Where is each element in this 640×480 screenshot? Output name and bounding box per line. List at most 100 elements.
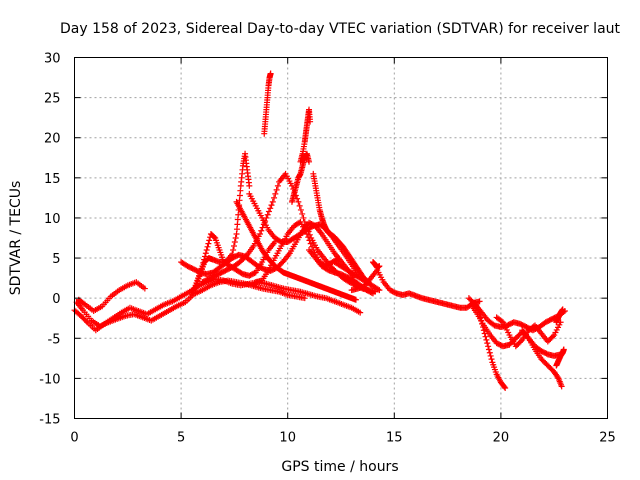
series-track-8 bbox=[233, 198, 359, 303]
series-track-3 bbox=[75, 279, 148, 315]
data-point bbox=[376, 287, 383, 294]
data-point bbox=[274, 182, 281, 189]
x-tick-label: 25 bbox=[599, 431, 616, 446]
data-point bbox=[272, 190, 279, 197]
data-point bbox=[307, 118, 314, 125]
y-tick-label: 0 bbox=[52, 292, 60, 307]
series-track-23 bbox=[493, 314, 564, 350]
data-point bbox=[517, 338, 524, 345]
data-point bbox=[200, 259, 207, 266]
data-point bbox=[230, 247, 237, 254]
data-point bbox=[202, 250, 209, 257]
series-track-25 bbox=[553, 306, 566, 326]
x-tick-label: 15 bbox=[386, 431, 403, 446]
data-point bbox=[476, 298, 483, 305]
grid bbox=[74, 57, 608, 419]
data-point bbox=[201, 256, 208, 263]
data-point bbox=[204, 243, 211, 250]
data-point bbox=[211, 234, 218, 241]
data-point bbox=[201, 253, 208, 260]
data-point bbox=[300, 214, 307, 221]
x-tick-label: 0 bbox=[70, 431, 78, 446]
data-point bbox=[206, 237, 213, 244]
plot-frame bbox=[74, 57, 608, 419]
data-point bbox=[488, 356, 495, 363]
data-point bbox=[297, 206, 304, 213]
x-tick-label: 10 bbox=[279, 431, 296, 446]
data-point bbox=[242, 253, 249, 260]
y-tick-label: 5 bbox=[52, 252, 60, 267]
data-point bbox=[295, 198, 302, 205]
data-point bbox=[558, 383, 565, 390]
data-point bbox=[303, 230, 310, 237]
data-point bbox=[309, 243, 316, 250]
data-point bbox=[368, 289, 375, 296]
data-point bbox=[306, 237, 313, 244]
data-point bbox=[267, 70, 274, 77]
data-point bbox=[256, 230, 263, 237]
data-point bbox=[487, 352, 494, 359]
y-tick-label: 30 bbox=[44, 52, 61, 67]
data-point bbox=[485, 346, 492, 353]
series-track-13 bbox=[288, 150, 313, 205]
axis-ticks: 0 5 10 15 20 25 -15 -10 -5 0 5 10 15 20 25 30 bbox=[39, 52, 616, 446]
y-axis-label: SDTVAR / TECUs bbox=[8, 181, 24, 296]
data-point bbox=[335, 255, 342, 262]
data-point bbox=[357, 309, 364, 316]
x-tick-label: 5 bbox=[177, 431, 185, 446]
data-point bbox=[268, 202, 275, 209]
data-point bbox=[306, 158, 313, 165]
series-track-11 bbox=[261, 70, 274, 137]
data-point bbox=[231, 239, 238, 246]
data-point bbox=[549, 333, 556, 340]
series-track-16 bbox=[331, 259, 383, 294]
data-point bbox=[502, 385, 509, 392]
data-point bbox=[305, 234, 312, 241]
x-tick-label: 20 bbox=[493, 431, 510, 446]
series-track-22 bbox=[519, 327, 565, 390]
data-point bbox=[482, 333, 489, 340]
data-point bbox=[230, 243, 237, 250]
data-point bbox=[83, 317, 90, 324]
chart-title: Day 158 of 2023, Sidereal Day-to-day VTE… bbox=[60, 21, 621, 37]
data-point bbox=[486, 349, 493, 356]
data-point bbox=[199, 263, 206, 270]
data-point bbox=[375, 286, 382, 293]
y-tick-label: 15 bbox=[44, 172, 61, 187]
data-point bbox=[485, 343, 492, 350]
data-point bbox=[273, 186, 280, 193]
data-point bbox=[141, 285, 148, 292]
data-point bbox=[264, 211, 271, 218]
data-point bbox=[484, 340, 491, 347]
data-points bbox=[71, 70, 568, 392]
data-point bbox=[376, 263, 383, 270]
y-tick-label: -10 bbox=[39, 372, 60, 387]
data-point bbox=[203, 247, 210, 254]
data-point bbox=[267, 205, 274, 212]
data-point bbox=[296, 202, 303, 209]
data-point bbox=[232, 235, 239, 241]
y-tick-label: 10 bbox=[44, 212, 61, 227]
series-track-24 bbox=[553, 346, 567, 369]
data-point bbox=[265, 208, 272, 215]
data-point bbox=[559, 306, 566, 313]
data-point bbox=[246, 182, 253, 189]
data-point bbox=[352, 296, 359, 303]
data-point bbox=[301, 295, 308, 302]
data-point bbox=[369, 290, 376, 297]
data-point bbox=[299, 210, 306, 217]
data-point bbox=[560, 346, 567, 353]
y-tick-label: 25 bbox=[44, 92, 61, 107]
data-point bbox=[229, 251, 236, 258]
y-tick-label: 20 bbox=[44, 132, 61, 147]
data-point bbox=[269, 198, 276, 205]
x-axis-label: GPS time / hours bbox=[281, 459, 398, 475]
y-tick-label: -15 bbox=[39, 413, 60, 428]
data-point bbox=[501, 383, 508, 390]
data-point bbox=[483, 336, 490, 343]
y-tick-label: -5 bbox=[48, 332, 61, 347]
series-track-14 bbox=[310, 170, 372, 286]
data-point bbox=[307, 240, 314, 247]
series-track-18 bbox=[369, 259, 383, 271]
